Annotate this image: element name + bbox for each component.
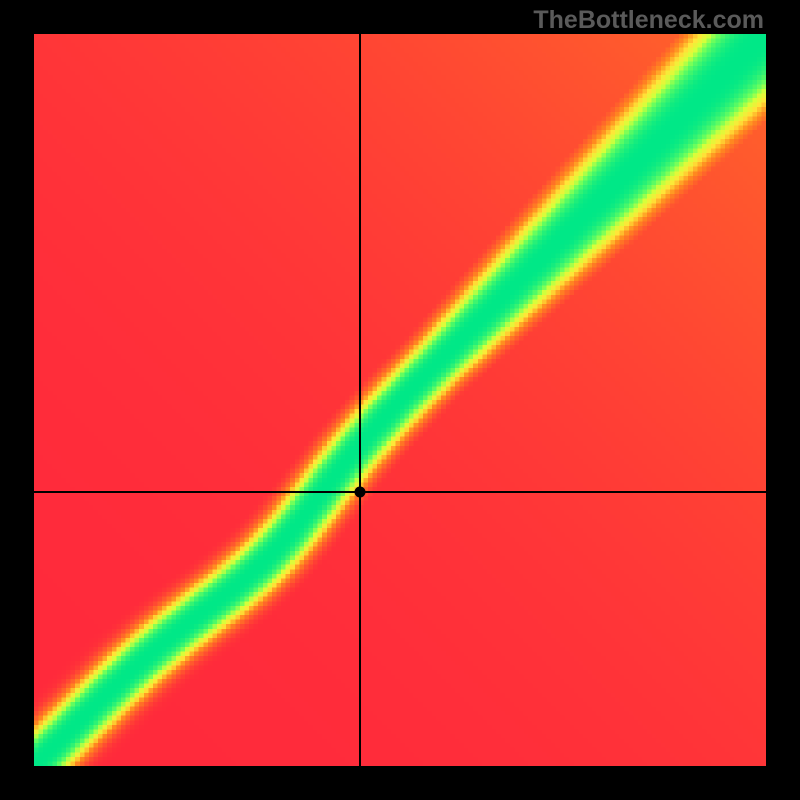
data-point-marker bbox=[354, 486, 365, 497]
crosshair-horizontal bbox=[34, 491, 766, 493]
bottleneck-heatmap bbox=[34, 34, 766, 766]
crosshair-vertical bbox=[359, 34, 361, 766]
watermark-text: TheBottleneck.com bbox=[533, 6, 764, 35]
